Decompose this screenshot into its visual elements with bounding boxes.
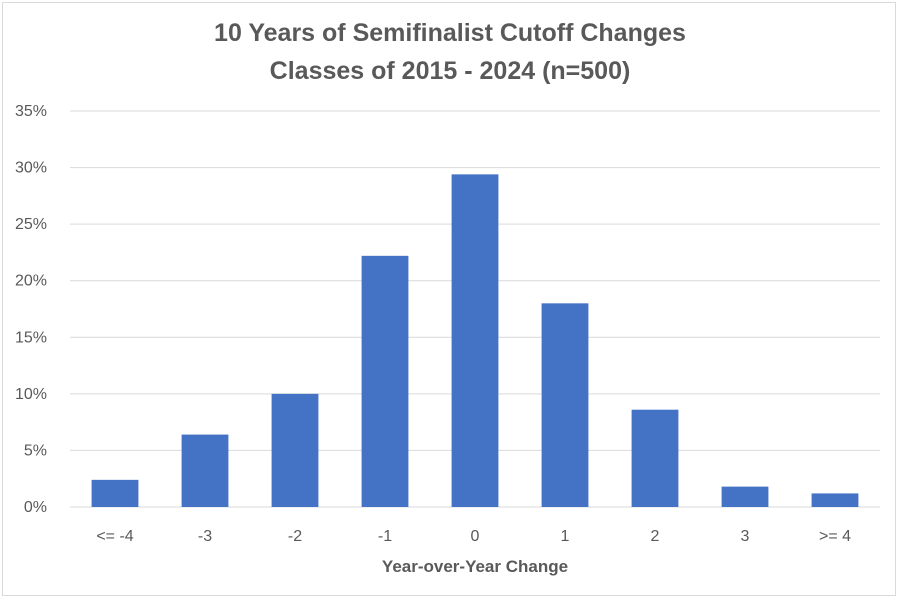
bar xyxy=(451,174,499,508)
x-tick-label: <= -4 xyxy=(96,528,133,545)
bar xyxy=(361,255,409,507)
x-tick-label: 0 xyxy=(471,528,480,545)
x-tick-label: 2 xyxy=(651,528,660,545)
x-tick-label: -3 xyxy=(198,528,212,545)
bar xyxy=(181,434,229,507)
chart-title: 10 Years of Semifinalist Cutoff Changes xyxy=(214,19,686,47)
y-tick-label: 25% xyxy=(15,216,47,233)
chart-subtitle: Classes of 2015 - 2024 (n=500) xyxy=(269,57,631,85)
x-tick-label: >= 4 xyxy=(819,528,851,545)
bar xyxy=(721,486,769,507)
bar xyxy=(271,393,319,507)
bar xyxy=(811,493,859,507)
y-axis-ticks: 0% 5% 10% 15% 20% 25% 30% 35% xyxy=(15,103,47,516)
x-axis-label: Year-over-Year Change xyxy=(382,557,568,576)
x-axis-ticks: <= -4 -3 -2 -1 0 1 2 3 >= 4 xyxy=(96,528,851,545)
bar xyxy=(91,479,139,507)
y-tick-label: 10% xyxy=(15,386,47,403)
x-tick-label: 1 xyxy=(561,528,570,545)
y-tick-label: 30% xyxy=(15,160,47,177)
bar xyxy=(631,409,679,507)
bars xyxy=(91,174,859,508)
x-tick-label: -1 xyxy=(378,528,392,545)
bar xyxy=(541,303,589,507)
y-tick-label: 20% xyxy=(15,273,47,290)
y-tick-label: 0% xyxy=(24,499,47,516)
y-tick-label: 15% xyxy=(15,329,47,346)
x-tick-label: -2 xyxy=(288,528,302,545)
x-tick-label: 3 xyxy=(741,528,750,545)
y-tick-label: 35% xyxy=(15,103,47,120)
y-tick-label: 5% xyxy=(24,442,47,459)
